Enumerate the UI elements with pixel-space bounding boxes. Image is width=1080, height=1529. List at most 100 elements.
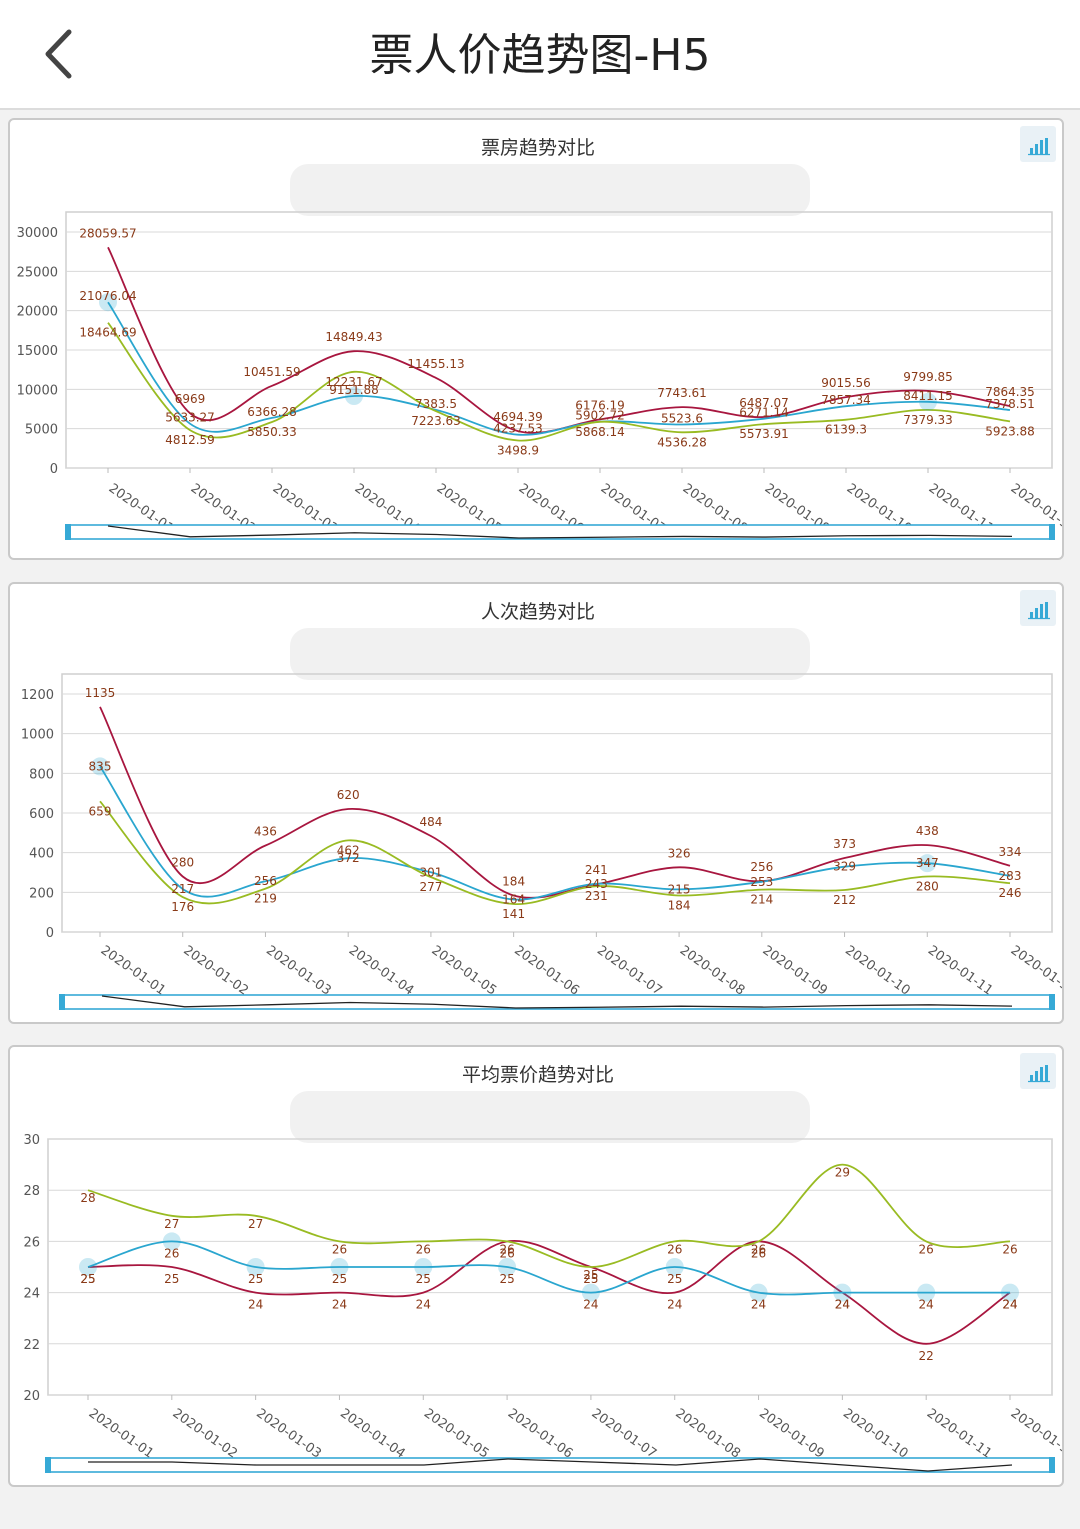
chevron-left-icon[interactable] bbox=[36, 26, 86, 82]
data-label: 5923.88 bbox=[985, 424, 1035, 438]
series-line-1 bbox=[99, 706, 1011, 899]
data-label: 301 bbox=[419, 865, 442, 879]
x-tick-label: 2020-01-06 bbox=[511, 943, 582, 999]
chart-title: 人次趋势对比 bbox=[481, 601, 595, 623]
series-line-1 bbox=[107, 246, 1011, 434]
slider-handle-right[interactable] bbox=[1049, 994, 1055, 1010]
y-tick-label: 30 bbox=[23, 1133, 40, 1148]
data-label: 26 bbox=[332, 1242, 347, 1256]
point-highlight bbox=[345, 387, 363, 406]
chart-title: 票房趋势对比 bbox=[481, 137, 595, 159]
data-label: 326 bbox=[668, 846, 691, 860]
data-label: 24 bbox=[332, 1298, 347, 1312]
data-label: 347 bbox=[916, 856, 939, 870]
point-highlight bbox=[833, 1283, 852, 1302]
data-label: 10451.59 bbox=[243, 365, 300, 379]
data-label: 164 bbox=[502, 892, 525, 906]
point-highlight bbox=[918, 854, 937, 873]
avg-price-chart-card: 平均票价趋势对比 20 22 24 26 28 30 2020-01-01 2020-01-02… bbox=[8, 1045, 1064, 1487]
x-tick-label: 2020-01-04 bbox=[346, 943, 417, 999]
data-label: 26 bbox=[919, 1242, 934, 1256]
chart-toggle-button[interactable] bbox=[1020, 126, 1056, 162]
series-line-2 bbox=[87, 1240, 1010, 1296]
bar-chart-icon bbox=[1028, 1065, 1050, 1083]
data-label: 6176.19 bbox=[575, 398, 625, 412]
point-highlight bbox=[917, 1283, 936, 1302]
y-tick-label: 25000 bbox=[17, 265, 58, 280]
data-label: 25 bbox=[499, 1272, 514, 1286]
x-tick-label: 2020-01-11 bbox=[924, 1406, 995, 1462]
data-label: 24 bbox=[919, 1298, 934, 1312]
y-tick-label: 24 bbox=[23, 1287, 40, 1302]
data-label: 11455.13 bbox=[407, 357, 464, 371]
data-label: 6366.28 bbox=[247, 405, 297, 419]
zoom-slider[interactable] bbox=[61, 994, 1053, 1010]
data-label: 334 bbox=[999, 845, 1022, 859]
data-label: 9151.88 bbox=[329, 383, 379, 397]
data-label: 3498.9 bbox=[497, 443, 539, 457]
series-line-3 bbox=[107, 322, 1011, 442]
data-label: 835 bbox=[89, 759, 112, 773]
y-tick-label: 800 bbox=[29, 767, 54, 782]
data-label: 241 bbox=[585, 863, 608, 877]
data-label: 22 bbox=[919, 1349, 934, 1363]
data-label: 25 bbox=[164, 1272, 179, 1286]
data-label: 215 bbox=[668, 882, 691, 896]
chart-toggle-button[interactable] bbox=[1020, 590, 1056, 626]
data-label: 27 bbox=[248, 1217, 263, 1231]
point-highlight bbox=[79, 1258, 97, 1276]
y-tick-label: 600 bbox=[29, 807, 54, 822]
data-label: 24 bbox=[248, 1298, 263, 1312]
data-label: 7379.33 bbox=[903, 413, 953, 427]
x-tick-label: 2020-01-08 bbox=[677, 943, 748, 999]
data-label: 436 bbox=[254, 825, 277, 839]
data-label: 26 bbox=[499, 1242, 514, 1256]
data-label: 438 bbox=[916, 824, 939, 838]
x-tick-label: 2020-01-05 bbox=[429, 943, 500, 999]
chart-title: 平均票价趋势对比 bbox=[462, 1064, 614, 1086]
x-tick-label: 2020-01-02 bbox=[170, 1406, 241, 1462]
chart-toggle-button[interactable] bbox=[1020, 1053, 1056, 1089]
data-label: 25 bbox=[583, 1272, 598, 1286]
data-label: 5850.33 bbox=[247, 425, 297, 439]
data-label: 24 bbox=[1002, 1298, 1017, 1312]
data-label: 26 bbox=[499, 1246, 514, 1260]
data-label: 253 bbox=[750, 875, 773, 889]
slider-handle-left[interactable] bbox=[59, 994, 65, 1010]
x-tick-label: 2020-01-06 bbox=[505, 1406, 576, 1462]
data-label: 283 bbox=[999, 869, 1022, 883]
data-label: 24 bbox=[835, 1298, 850, 1312]
point-highlight bbox=[91, 757, 109, 776]
data-label: 25 bbox=[583, 1268, 598, 1282]
data-label: 231 bbox=[585, 889, 608, 903]
y-tick-label: 400 bbox=[29, 847, 54, 862]
slider-handle-left[interactable] bbox=[45, 1457, 51, 1473]
series-line-2 bbox=[107, 301, 1011, 436]
data-label: 246 bbox=[999, 886, 1022, 900]
data-label: 26 bbox=[751, 1242, 766, 1256]
x-tick-label: 2020-01-09 bbox=[756, 1406, 827, 1462]
data-label: 28 bbox=[80, 1191, 95, 1205]
data-label: 5573.91 bbox=[739, 427, 789, 441]
slider-handle-right[interactable] bbox=[1049, 1457, 1055, 1473]
y-tick-label: 10000 bbox=[17, 383, 58, 398]
slider-preview-line bbox=[101, 995, 1013, 1009]
x-tick-label: 2020-01-04 bbox=[337, 1406, 408, 1462]
data-label: 4237.53 bbox=[493, 422, 543, 436]
data-label: 27 bbox=[164, 1217, 179, 1231]
series-line-3 bbox=[87, 1163, 1011, 1268]
data-label: 214 bbox=[750, 893, 773, 907]
data-label: 5868.14 bbox=[575, 425, 625, 439]
slider-handle-right[interactable] bbox=[1049, 524, 1055, 540]
data-label: 25 bbox=[80, 1272, 95, 1286]
point-highlight bbox=[581, 1283, 600, 1302]
data-label: 243 bbox=[585, 877, 608, 891]
data-label: 26 bbox=[416, 1242, 431, 1256]
series-line-1 bbox=[87, 1239, 1011, 1345]
slider-handle-left[interactable] bbox=[65, 524, 71, 540]
data-label: 6487.07 bbox=[739, 396, 789, 410]
point-highlight bbox=[749, 1283, 768, 1302]
data-label: 1135 bbox=[85, 686, 116, 700]
data-label: 219 bbox=[254, 892, 277, 906]
x-tick-label: 2020-01-09 bbox=[760, 943, 831, 999]
